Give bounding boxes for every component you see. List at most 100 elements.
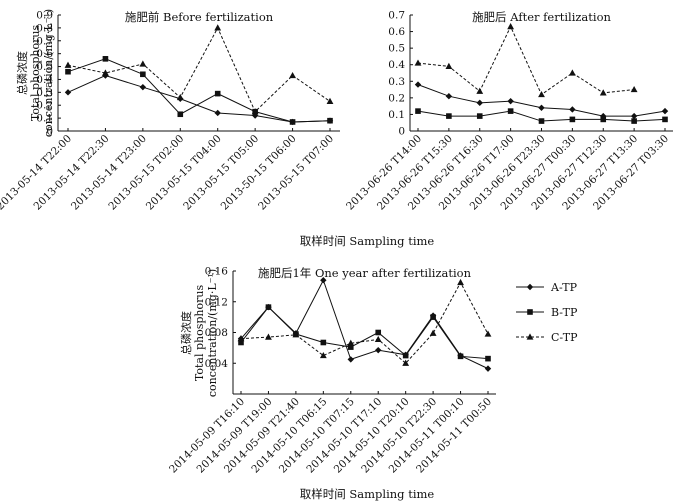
y-tick-label: 0.6 xyxy=(388,26,405,38)
legend-label-c-tp: C-TP xyxy=(551,331,578,344)
y-tick-label: 0 xyxy=(46,126,53,138)
data-point-c-tp xyxy=(237,335,245,342)
legend-marker-a-tp xyxy=(526,283,534,291)
data-point-b-tp xyxy=(662,116,668,123)
data-point-b-tp xyxy=(177,111,184,118)
series-line-a-tp xyxy=(417,84,666,117)
data-point-b-tp xyxy=(485,355,491,362)
data-point-c-tp xyxy=(484,330,492,337)
data-point-b-tp xyxy=(289,119,296,125)
data-point-a-tp xyxy=(64,89,72,96)
data-point-c-tp xyxy=(402,359,410,366)
y-axis-label-line: Total phosphorus xyxy=(29,25,42,122)
y-tick-label: 0.2 xyxy=(36,100,53,112)
data-point-b-tp xyxy=(140,71,146,78)
data-point-c-tp xyxy=(568,69,576,76)
series-line-c-tp xyxy=(240,281,489,364)
series-line-a-tp xyxy=(67,75,331,123)
y-tick-label: 0.5 xyxy=(36,61,53,73)
x-axis-title: 取样时间 Sampling time xyxy=(300,487,435,501)
series-line-b-tp xyxy=(67,58,331,123)
data-point-c-tp xyxy=(289,71,296,79)
data-point-a-tp xyxy=(375,346,382,354)
data-point-a-tp xyxy=(484,365,492,372)
y-tick-label: 0.2 xyxy=(388,92,405,104)
data-point-a-tp xyxy=(414,81,422,88)
data-point-b-tp xyxy=(214,90,221,97)
data-point-c-tp xyxy=(507,23,515,30)
data-point-a-tp xyxy=(569,106,576,113)
data-point-b-tp xyxy=(631,118,637,124)
legend: A-TP B-TP C-TP xyxy=(516,281,578,344)
data-point-b-tp xyxy=(265,304,272,310)
data-point-a-tp xyxy=(507,97,514,105)
data-point-b-tp xyxy=(415,108,421,114)
data-point-b-tp xyxy=(347,344,354,350)
data-point-c-tp xyxy=(319,351,327,359)
data-point-a-tp xyxy=(661,107,669,115)
data-point-a-tp xyxy=(445,93,453,100)
legend-marker-b-tp xyxy=(527,309,533,315)
data-point-b-tp xyxy=(446,113,452,119)
data-point-c-tp xyxy=(476,87,484,94)
data-point-c-tp xyxy=(292,331,300,338)
data-point-c-tp xyxy=(176,93,184,101)
y-tick-label: 0.5 xyxy=(388,43,405,55)
series-line-c-tp xyxy=(67,26,331,113)
data-point-b-tp xyxy=(476,113,483,119)
data-point-a-tp xyxy=(214,109,221,117)
chart-title: 施肥后1年 One year after fertilization xyxy=(258,266,472,280)
data-point-b-tp xyxy=(238,339,244,346)
data-point-a-tp xyxy=(320,277,327,284)
y-tick-label: 0 xyxy=(398,126,405,138)
data-point-b-tp xyxy=(538,118,545,124)
data-point-b-tp xyxy=(375,329,382,336)
legend-marker-c-tp xyxy=(526,333,534,340)
y-tick-label: 0.1 xyxy=(388,109,405,121)
y-tick-label: 0.4 xyxy=(36,74,53,86)
series-line-b-tp xyxy=(240,306,489,360)
chart-title: 施肥后 After fertilization xyxy=(472,10,611,24)
y-axis-label-line: 总磷浓度 xyxy=(15,51,29,95)
x-tick-label: 2013-05-15 T07:00 xyxy=(256,133,336,213)
y-tick-label: 0.6 xyxy=(36,48,53,60)
data-point-b-tp xyxy=(457,353,464,360)
y-tick-label: 0.16 xyxy=(205,266,229,278)
chart-title: 施肥前 Before fertilization xyxy=(125,10,274,24)
data-point-c-tp xyxy=(265,333,272,340)
data-point-c-tp xyxy=(630,85,638,93)
data-point-c-tp xyxy=(445,62,453,69)
data-point-b-tp xyxy=(430,314,436,320)
legend-label-b-tp: B-TP xyxy=(551,306,578,319)
y-tick-label: 0.08 xyxy=(205,327,228,339)
data-point-c-tp xyxy=(139,60,147,67)
y-axis-label-line: 总磷浓度 xyxy=(179,311,193,355)
series-line-c-tp xyxy=(417,25,635,96)
data-point-c-tp xyxy=(374,335,382,343)
data-point-a-tp xyxy=(347,356,354,363)
data-point-c-tp xyxy=(347,339,355,346)
data-point-a-tp xyxy=(630,112,638,120)
data-point-c-tp xyxy=(599,89,607,96)
y-tick-label: 0.1 xyxy=(36,113,53,125)
x-axis-title: 取样时间 Sampling time xyxy=(300,234,435,248)
y-tick-label: 0.8 xyxy=(36,22,53,34)
data-point-b-tp xyxy=(569,116,576,123)
y-tick-label: 0.3 xyxy=(36,87,53,99)
data-point-b-tp xyxy=(327,117,333,124)
data-point-c-tp xyxy=(429,329,437,336)
y-axis-label-line: concentration/(mg·L⁻¹) xyxy=(206,269,219,397)
y-tick-label: 0.7 xyxy=(36,35,53,47)
y-axis-label-line: concentration/(mg·L⁻¹) xyxy=(42,9,55,137)
y-axis-label-line: Total phosphorus xyxy=(193,285,206,382)
data-point-c-tp xyxy=(457,278,464,286)
data-point-a-tp xyxy=(139,83,147,91)
data-point-b-tp xyxy=(600,116,607,123)
data-point-c-tp xyxy=(64,61,72,68)
y-tick-label: 0.3 xyxy=(388,76,405,88)
data-point-c-tp xyxy=(414,59,422,66)
